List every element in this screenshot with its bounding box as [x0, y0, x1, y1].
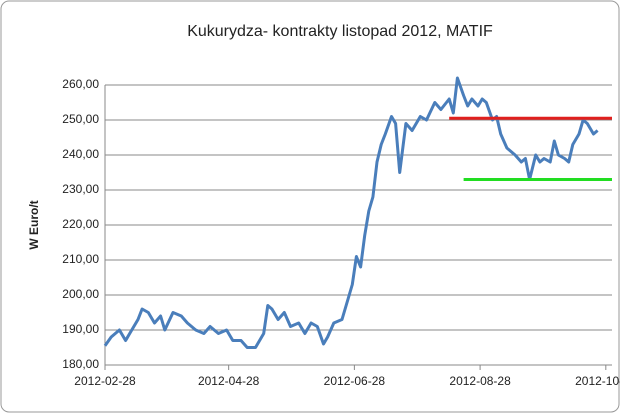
- data-line: [103, 76, 599, 349]
- y-tick-label: 230,00: [62, 182, 99, 196]
- y-axis-label: W Euro/t: [27, 200, 41, 249]
- x-tick-label: 2012-08-28: [449, 374, 511, 388]
- y-tick-label: 200,00: [62, 287, 99, 301]
- y-tick-label: 210,00: [62, 252, 99, 266]
- y-tick-label: 180,00: [62, 357, 99, 371]
- x-tick-label: 2012-10-28: [575, 374, 620, 388]
- x-tick-label: 2012-04-28: [198, 374, 260, 388]
- y-tick-label: 250,00: [62, 112, 99, 126]
- y-tick-label: 190,00: [62, 322, 99, 336]
- y-tick-label: 240,00: [62, 147, 99, 161]
- y-tick-label: 260,00: [62, 77, 99, 91]
- chart-title: Kukurydza- kontrakty listopad 2012, MATI…: [187, 23, 493, 40]
- x-tick-label: 2012-06-28: [324, 374, 386, 388]
- y-tick-label: 220,00: [62, 217, 99, 231]
- x-tick-label: 2012-02-28: [74, 374, 136, 388]
